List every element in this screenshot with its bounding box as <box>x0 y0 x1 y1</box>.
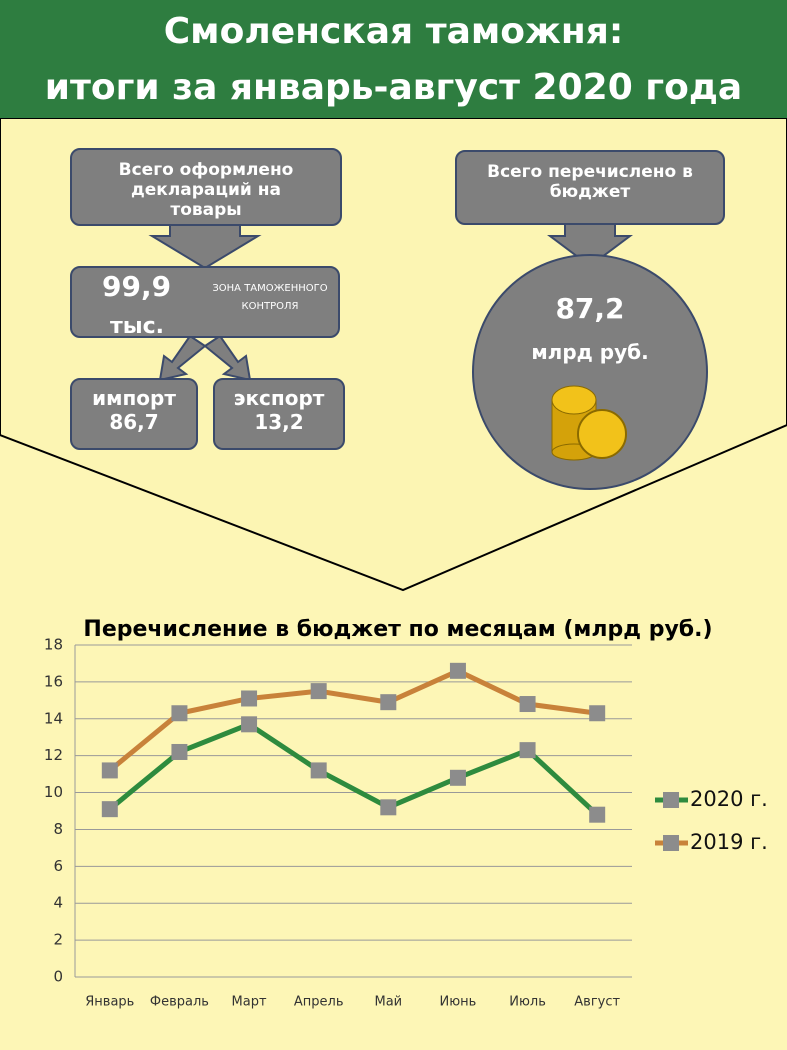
budget-value: 87,2 <box>555 292 625 325</box>
arrow <box>547 223 633 268</box>
budget-unit: млрд руб. <box>531 340 649 364</box>
decl-box: 99,9 тыс. <box>70 266 340 339</box>
sign-text: ЗОНА ТАМОЖЕННОГО КОНТРОЛЯ <box>212 283 328 312</box>
arrow <box>203 334 252 382</box>
title-line: Смоленская таможня: <box>163 11 624 52</box>
budget-circle <box>472 254 708 490</box>
header: Смоленская таможня: итоги за январь-авгус… <box>0 0 787 118</box>
decl-unit: тыс. <box>110 314 165 339</box>
title-line: итоги за январь-август 2020 года <box>44 67 743 108</box>
import-box: импорт 86,7 <box>70 378 198 450</box>
coins <box>551 385 627 461</box>
import-label: импорт <box>92 386 176 410</box>
export-value: 13,2 <box>254 410 304 434</box>
arrow <box>148 223 262 270</box>
import-value: 86,7 <box>109 410 159 434</box>
budget-label: Всего перечислено в бюджет <box>455 150 725 225</box>
decl-label: Всего оформлено деклараций на товары <box>70 148 342 226</box>
export-label: экспорт <box>233 386 325 410</box>
export-box: экспорт 13,2 <box>213 378 345 450</box>
arrow <box>158 334 207 382</box>
decl-value: 99,9 <box>102 270 172 303</box>
